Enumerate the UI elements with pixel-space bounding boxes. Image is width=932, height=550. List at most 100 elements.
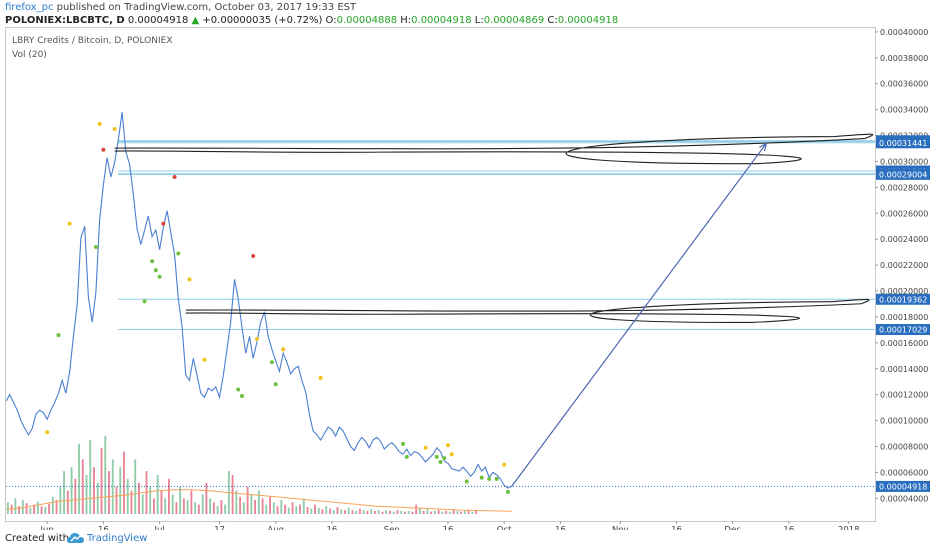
signal-dot (318, 375, 323, 380)
volume-bar (418, 507, 421, 514)
y-tick-label: 0.00014000 (880, 365, 928, 374)
signal-dot (404, 454, 409, 459)
signal-dot (494, 476, 499, 481)
volume-bar (336, 506, 339, 514)
volume-bar (306, 506, 309, 514)
volume-bar (175, 502, 178, 514)
scribble-annotation (114, 133, 874, 165)
last-price-label-bg (876, 480, 930, 492)
tradingview-brand[interactable]: TradingView (87, 533, 148, 544)
signal-dot (273, 382, 278, 387)
volume-bar (201, 494, 204, 514)
volume-bar (460, 511, 463, 514)
price-line (6, 112, 512, 489)
level-price-label: 0.00019362 (879, 295, 927, 304)
volume-bar (48, 503, 51, 514)
volume-bar (340, 509, 343, 514)
volume-bar (374, 510, 376, 514)
volume-bar (138, 482, 140, 514)
y-tick-label: 0.00024000 (880, 235, 928, 244)
y-tick-label: 0.00036000 (880, 80, 928, 89)
signal-dot (142, 299, 147, 304)
x-tick-label: Jul (153, 526, 164, 530)
signal-dot (423, 445, 428, 450)
volume-bar (351, 510, 354, 514)
volume-bar (329, 508, 331, 514)
chart-legend-title: LBRY Credits / Bitcoin, D, POLONIEX (12, 36, 173, 46)
volume-bar (164, 498, 167, 514)
last-price: 0.00004918 (127, 15, 189, 26)
x-tick-label: Dec (724, 526, 741, 530)
signal-dot (150, 259, 155, 264)
volume-bar (239, 496, 242, 514)
x-tick-label: Aug (267, 526, 284, 530)
signal-dot (269, 360, 274, 365)
y-tick-label: 0.00016000 (880, 339, 928, 348)
signal-dot (442, 456, 447, 461)
volume-bar (400, 510, 403, 514)
level-price-label-bg (876, 168, 930, 180)
x-tick-label: 16 (443, 526, 454, 530)
volume-bar (242, 502, 245, 514)
y-tick-label: 0.00022000 (880, 261, 928, 270)
ohlc-line: POLONIEX:LBCBTC, D 0.00004918 ▲ +0.00000… (5, 15, 618, 26)
volume-bar (179, 486, 182, 514)
volume-bar (433, 510, 436, 514)
chart-frame (5, 27, 876, 522)
author-link[interactable]: firefox_pc (5, 2, 54, 13)
volume-bar (441, 511, 444, 514)
y-tick-label: 0.00034000 (880, 106, 928, 115)
volume-bar (182, 498, 185, 514)
volume-bar (407, 510, 410, 514)
volume-bar (359, 508, 361, 514)
high-label: H: (400, 15, 412, 26)
volume-bar (78, 443, 80, 514)
volume-bar (284, 504, 286, 514)
volume-bar (280, 499, 283, 514)
open-value: 0.00004888 (336, 15, 398, 26)
signal-dot (176, 251, 181, 256)
volume-bar (100, 447, 103, 514)
volume-bar (269, 496, 272, 514)
volume-bar (437, 510, 440, 514)
low-label: L: (474, 15, 484, 26)
volume-bar (123, 451, 125, 514)
y-tick-label: 0.00020000 (880, 287, 928, 296)
volume-bar (250, 494, 253, 514)
y-tick-label: 0.00028000 (880, 183, 928, 192)
close-label: C: (547, 15, 558, 26)
signal-dot (445, 443, 450, 448)
volume-bar (377, 510, 380, 514)
signal-dot (449, 452, 454, 457)
volume-bar (310, 508, 313, 514)
volume-bar (14, 498, 17, 514)
volume-bar (40, 506, 43, 514)
volume-bar (396, 510, 399, 514)
volume-bar (108, 471, 110, 514)
scribble-annotation (185, 298, 870, 323)
volume-bar (209, 498, 212, 514)
signal-dot (401, 441, 406, 446)
volume-bar (220, 499, 223, 514)
volume-bar (272, 502, 275, 514)
price-chart[interactable]: 0.00004000 0.00006000 0.00008000 0.00010000… (0, 0, 932, 530)
volume-bar (388, 510, 391, 514)
volume-bar (381, 511, 384, 514)
projection-arrow-head (759, 142, 768, 152)
volume-bar (385, 510, 388, 514)
signal-dot (251, 254, 256, 259)
volume-bar (6, 502, 9, 514)
high-value: 0.00004918 (411, 15, 472, 26)
volume-bar (403, 511, 406, 514)
volume-bar (411, 511, 414, 514)
volume-bar (257, 490, 260, 514)
x-tick-label: 16 (671, 526, 682, 530)
volume-bar (96, 482, 99, 514)
volume-bar (471, 511, 474, 514)
signal-dot (239, 393, 244, 398)
volume-bar (197, 504, 200, 514)
volume-bar (430, 511, 433, 514)
signal-dot (254, 336, 259, 341)
y-tick-label: 0.00012000 (880, 391, 928, 400)
level-price-label: 0.00017029 (879, 326, 927, 335)
